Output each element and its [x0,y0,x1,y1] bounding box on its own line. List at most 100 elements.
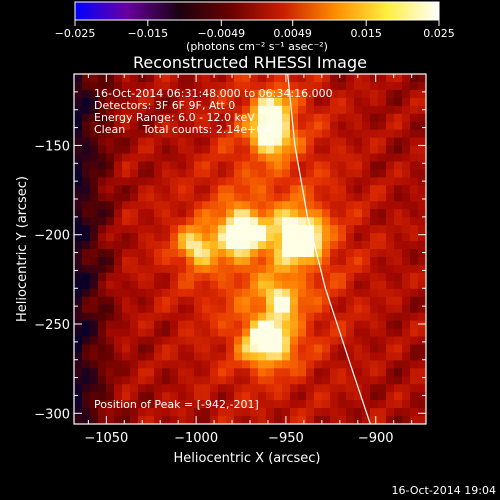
heatmap-cell [130,145,139,155]
heatmap-cell [338,177,347,186]
heatmap-cell [362,153,371,163]
heatmap-cell [106,169,115,178]
heatmap-cell [138,360,147,369]
heatmap-cell [114,384,123,393]
heatmap-cell [386,288,395,298]
heatmap-cell [242,169,251,178]
heatmap-cell [394,376,403,385]
heatmap-cell [122,201,131,210]
heatmap-cell [354,336,363,346]
heatmap-cell [154,74,163,83]
heatmap-cell [290,225,299,234]
heatmap-cell [218,137,227,147]
heatmap-cell [194,376,203,385]
heatmap-cell [330,225,339,234]
heatmap-cell [418,288,426,298]
heatmap-cell [402,272,411,282]
heatmap-cell [338,360,347,369]
heatmap-cell [370,169,379,178]
heatmap-cell [394,400,403,409]
heatmap-cell [146,193,155,202]
heatmap-cell [386,169,395,178]
heatmap-cell [106,256,115,266]
heatmap-cell [274,89,283,99]
heatmap-cell [106,376,115,385]
heatmap-cell [290,249,299,258]
heatmap-cell [378,304,387,314]
heatmap-cell [306,320,315,330]
heatmap-cell [258,233,267,242]
heatmap-cell [322,296,331,306]
heatmap-cell [266,121,275,131]
heatmap-cell [162,360,171,369]
heatmap-cell [346,217,355,226]
heatmap-cell [386,129,395,139]
heatmap-cell [274,312,283,322]
heatmap-cell [338,400,347,409]
heatmap-cell [394,256,403,266]
heatmap-cell [330,193,339,202]
heatmap-cell [378,352,387,361]
heatmap-cell [410,81,419,91]
heatmap-cell [322,113,331,123]
heatmap-cell [394,272,403,282]
heatmap-cell [386,408,395,417]
heatmap-cell [98,360,107,369]
heatmap-cell [154,256,163,266]
heatmap-cell [138,280,147,290]
heatmap-cell [306,360,315,369]
heatmap-cell [354,264,363,274]
heatmap-cell [282,408,291,417]
heatmap-cell [410,129,419,139]
heatmap-cell [202,89,211,99]
heatmap-cell [266,153,275,163]
heatmap-cell [258,360,267,369]
heatmap-cell [386,233,395,242]
heatmap-cell [274,360,283,369]
heatmap-cell [362,89,371,99]
heatmap-cell [130,320,139,330]
heatmap-cell [298,145,307,155]
heatmap-cell [330,97,339,107]
heatmap-cell [370,145,379,155]
heatmap-cell [170,280,179,290]
heatmap-cell [242,328,251,338]
heatmap-cell [106,129,115,139]
heatmap-cell [106,280,115,290]
heatmap-cell [130,280,139,290]
heatmap-cell [346,288,355,298]
heatmap-cell [130,81,139,91]
heatmap-cell [226,312,235,322]
heatmap-cell [106,153,115,163]
heatmap-cell [330,145,339,155]
heatmap-cell [218,264,227,274]
heatmap-cell [410,344,419,353]
heatmap-cell [290,296,299,306]
heatmap-cell [298,344,307,353]
heatmap-cell [298,249,307,258]
heatmap-cell [322,328,331,338]
heatmap-cell [410,368,419,377]
heatmap-cell [386,74,395,83]
heatmap-cell [82,89,91,99]
heatmap-cell [410,352,419,361]
heatmap-cell [362,288,371,298]
heatmap-cell [74,161,83,171]
heatmap-cell [130,121,139,131]
heatmap-cell [418,233,426,242]
heatmap-cell [250,193,259,202]
heatmap-cell [346,137,355,147]
heatmap-cell [170,344,179,353]
heatmap-cell [378,201,387,210]
heatmap-cell [330,416,339,424]
heatmap-cell [266,376,275,385]
heatmap-cell [130,74,139,83]
heatmap-cell [218,280,227,290]
heatmap-cell [346,312,355,322]
heatmap-cell [210,360,219,369]
heatmap-cell [234,217,243,226]
heatmap-cell [346,320,355,330]
heatmap-cell [362,360,371,369]
heatmap-cell [338,408,347,417]
heatmap-cell [330,296,339,306]
